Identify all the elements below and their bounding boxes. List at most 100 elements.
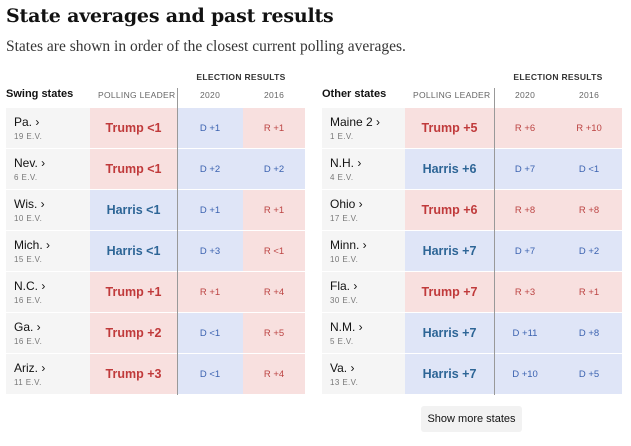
result-2016-cell: D +2 <box>556 231 622 271</box>
electoral-votes: 15 E.V. <box>14 255 43 264</box>
polling-leader-cell: Trump <1 <box>90 149 177 189</box>
electoral-votes: 16 E.V. <box>14 337 43 346</box>
table-row: Nev. › 6 E.V. Trump <1 D +2 D +2 <box>6 149 305 189</box>
state-name-link[interactable]: Pa. › <box>14 115 40 129</box>
result-2020-cell: D <1 <box>177 313 243 353</box>
year-2020-header: 2020 <box>515 90 536 100</box>
column-header-row: Other states POLLING LEADER 2020 2016 <box>322 88 622 107</box>
show-more-states-button[interactable]: Show more states <box>421 406 522 432</box>
column-header-row: Swing states POLLING LEADER 2020 2016 <box>6 88 305 107</box>
state-name-link[interactable]: N.H. › <box>330 156 362 170</box>
result-2016-cell: R +10 <box>556 108 622 148</box>
polling-leader-header: POLLING LEADER <box>413 90 491 100</box>
table-row: N.M. › 5 E.V. Harris +7 D +11 D +8 <box>322 313 622 353</box>
polling-leader-cell: Harris +7 <box>405 313 494 353</box>
state-cell[interactable]: N.C. › 16 E.V. <box>6 272 90 312</box>
result-2016-cell: R <1 <box>243 231 305 271</box>
electoral-votes: 17 E.V. <box>330 214 359 223</box>
result-2020-cell: D +10 <box>494 354 556 394</box>
electoral-votes: 6 E.V. <box>14 173 38 182</box>
result-2016-cell: R +5 <box>243 313 305 353</box>
result-2016-cell: R +4 <box>243 272 305 312</box>
table-row: Ohio › 17 E.V. Trump +6 R +8 R +8 <box>322 190 622 230</box>
polling-leader-cell: Trump +3 <box>90 354 177 394</box>
state-name-link[interactable]: Wis. › <box>14 197 45 211</box>
election-results-header: ELECTION RESULTS <box>196 72 286 82</box>
result-2016-cell: D +8 <box>556 313 622 353</box>
result-2020-cell: D +2 <box>177 149 243 189</box>
state-name-link[interactable]: N.C. › <box>14 279 46 293</box>
state-name-link[interactable]: Ga. › <box>14 320 41 334</box>
polling-leader-cell: Trump +7 <box>405 272 494 312</box>
electoral-votes: 5 E.V. <box>330 337 354 346</box>
result-2020-cell: D +7 <box>494 149 556 189</box>
group-label: Swing states <box>6 88 74 100</box>
result-2016-cell: R +8 <box>556 190 622 230</box>
state-name-link[interactable]: N.M. › <box>330 320 363 334</box>
year-2016-header: 2016 <box>579 90 600 100</box>
result-2020-cell: R +1 <box>177 272 243 312</box>
state-cell[interactable]: Ohio › 17 E.V. <box>322 190 405 230</box>
polling-leader-cell: Harris +7 <box>405 231 494 271</box>
electoral-votes: 30 E.V. <box>330 296 359 305</box>
election-results-header: ELECTION RESULTS <box>513 72 603 82</box>
table-row: Maine 2 › 1 E.V. Trump +5 R +6 R +10 <box>322 108 622 148</box>
result-2016-cell: D +2 <box>243 149 305 189</box>
result-2020-cell: D +1 <box>177 190 243 230</box>
state-name-link[interactable]: Minn. › <box>330 238 367 252</box>
table-row: Va. › 13 E.V. Harris +7 D +10 D +5 <box>322 354 622 394</box>
state-cell[interactable]: N.H. › 4 E.V. <box>322 149 405 189</box>
result-2020-cell: R +8 <box>494 190 556 230</box>
state-name-link[interactable]: Nev. › <box>14 156 46 170</box>
state-name-link[interactable]: Maine 2 › <box>330 115 381 129</box>
polling-leader-cell: Harris <1 <box>90 190 177 230</box>
electoral-votes: 13 E.V. <box>330 378 359 387</box>
other-states-table: ELECTION RESULTS Other states POLLING LEAD… <box>322 68 622 395</box>
electoral-votes: 10 E.V. <box>14 214 43 223</box>
result-2020-cell: R +6 <box>494 108 556 148</box>
result-2016-cell: R +4 <box>243 354 305 394</box>
state-cell[interactable]: Ga. › 16 E.V. <box>6 313 90 353</box>
polling-leader-cell: Harris <1 <box>90 231 177 271</box>
result-2020-cell: D +1 <box>177 108 243 148</box>
state-name-link[interactable]: Va. › <box>330 361 355 375</box>
state-cell[interactable]: Minn. › 10 E.V. <box>322 231 405 271</box>
state-cell[interactable]: Fla. › 30 E.V. <box>322 272 405 312</box>
table-row: Fla. › 30 E.V. Trump +7 R +3 R +1 <box>322 272 622 312</box>
polling-leader-cell: Trump +1 <box>90 272 177 312</box>
electoral-votes: 16 E.V. <box>14 296 43 305</box>
state-cell[interactable]: Ariz. › 11 E.V. <box>6 354 90 394</box>
electoral-votes: 19 E.V. <box>14 132 43 141</box>
electoral-votes: 1 E.V. <box>330 132 354 141</box>
polling-leader-cell: Trump +6 <box>405 190 494 230</box>
group-label: Other states <box>322 88 387 100</box>
polling-leader-cell: Trump +5 <box>405 108 494 148</box>
polling-leader-cell: Trump +2 <box>90 313 177 353</box>
state-cell[interactable]: Maine 2 › 1 E.V. <box>322 108 405 148</box>
page-subtitle: States are shown in order of the closest… <box>6 38 406 55</box>
year-2016-header: 2016 <box>264 90 285 100</box>
state-cell[interactable]: Nev. › 6 E.V. <box>6 149 90 189</box>
electoral-votes: 4 E.V. <box>330 173 354 182</box>
state-cell[interactable]: Va. › 13 E.V. <box>322 354 405 394</box>
state-name-link[interactable]: Ohio › <box>330 197 363 211</box>
table-row: Ga. › 16 E.V. Trump +2 D <1 R +5 <box>6 313 305 353</box>
result-2020-cell: D +11 <box>494 313 556 353</box>
state-cell[interactable]: N.M. › 5 E.V. <box>322 313 405 353</box>
polling-leader-header: POLLING LEADER <box>98 90 176 100</box>
result-2016-cell: D +5 <box>556 354 622 394</box>
state-cell[interactable]: Pa. › 19 E.V. <box>6 108 90 148</box>
state-cell[interactable]: Mich. › 15 E.V. <box>6 231 90 271</box>
results-divider <box>494 88 495 395</box>
result-2016-cell: R +1 <box>556 272 622 312</box>
table-row: N.C. › 16 E.V. Trump +1 R +1 R +4 <box>6 272 305 312</box>
polling-leader-cell: Harris +7 <box>405 354 494 394</box>
state-cell[interactable]: Wis. › 10 E.V. <box>6 190 90 230</box>
state-name-link[interactable]: Mich. › <box>14 238 50 252</box>
result-2016-cell: R +1 <box>243 108 305 148</box>
state-name-link[interactable]: Ariz. › <box>14 361 46 375</box>
table-row: Mich. › 15 E.V. Harris <1 D +3 R <1 <box>6 231 305 271</box>
table-row: Minn. › 10 E.V. Harris +7 D +7 D +2 <box>322 231 622 271</box>
state-name-link[interactable]: Fla. › <box>330 279 358 293</box>
electoral-votes: 10 E.V. <box>330 255 359 264</box>
